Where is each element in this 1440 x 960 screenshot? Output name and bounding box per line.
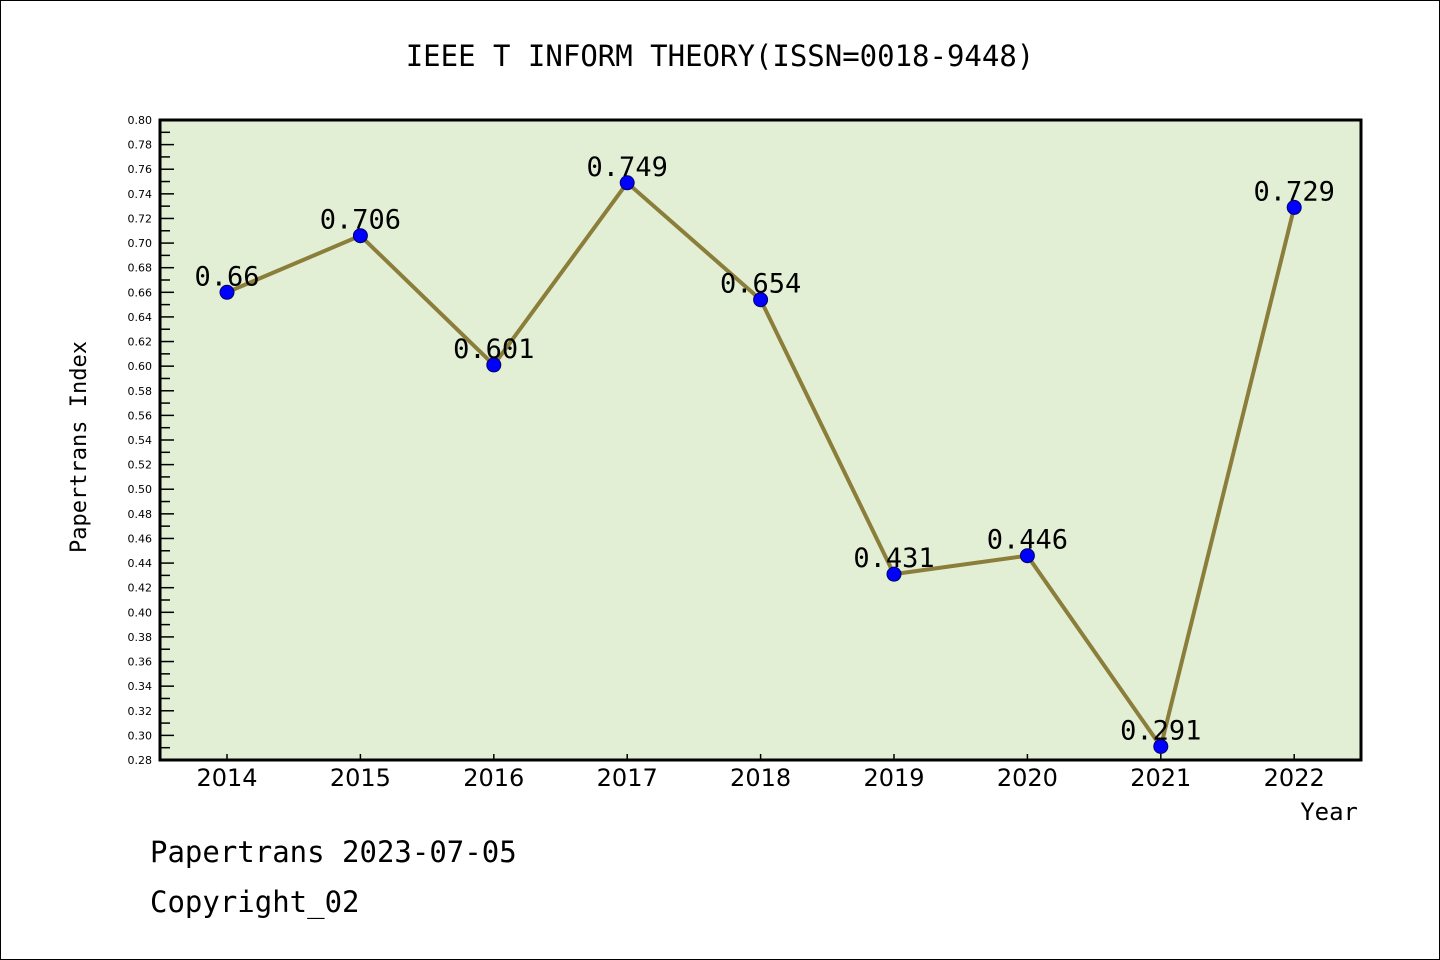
y-tick-label: 0.38 — [128, 631, 153, 644]
x-tick-label: 2019 — [863, 764, 924, 792]
data-label: 0.446 — [987, 525, 1068, 556]
y-tick-label: 0.28 — [128, 754, 153, 767]
data-point — [352, 228, 368, 244]
y-tick-label: 0.64 — [128, 311, 153, 324]
y-tick-label: 0.52 — [128, 459, 153, 472]
y-tick-label: 0.32 — [128, 705, 153, 718]
y-tick-label: 0.70 — [128, 237, 153, 250]
footer-copyright: Copyright_02 — [150, 885, 360, 919]
y-tick-label: 0.72 — [128, 212, 153, 225]
x-tick-label: 2014 — [196, 764, 257, 792]
x-tick-label: 2022 — [1264, 764, 1325, 792]
x-tick-label: 2018 — [730, 764, 791, 792]
y-tick-label: 0.76 — [128, 163, 153, 176]
x-tick-label: 2020 — [997, 764, 1058, 792]
y-tick-label: 0.40 — [128, 606, 153, 619]
data-label: 0.749 — [587, 152, 668, 183]
plot-area — [158, 118, 1363, 762]
data-label: 0.431 — [853, 543, 934, 574]
y-tick-label: 0.42 — [128, 582, 153, 595]
y-tick-label: 0.68 — [128, 262, 153, 275]
y-tick-label: 0.44 — [128, 557, 153, 570]
data-point — [753, 292, 769, 308]
y-tick-label: 0.36 — [128, 656, 153, 669]
data-label: 0.66 — [194, 261, 259, 292]
data-point — [886, 566, 902, 582]
y-tick-label: 0.54 — [128, 434, 153, 447]
y-tick-label: 0.78 — [128, 139, 153, 152]
data-point — [219, 284, 235, 300]
x-tick-label: 2021 — [1130, 764, 1191, 792]
y-tick-label: 0.30 — [128, 729, 153, 742]
x-tick-label: 2015 — [330, 764, 391, 792]
chart-title: IEEE T INFORM THEORY(ISSN=0018-9448) — [406, 39, 1035, 73]
y-tick-label: 0.56 — [128, 409, 153, 422]
x-axis-label: Year — [1300, 798, 1358, 826]
data-point — [1153, 738, 1169, 754]
data-point — [1286, 199, 1302, 215]
y-tick-label: 0.34 — [128, 680, 153, 693]
x-tick-label: 2016 — [463, 764, 524, 792]
data-label: 0.729 — [1254, 176, 1335, 207]
data-point — [619, 175, 635, 191]
y-tick-label: 0.46 — [128, 532, 153, 545]
y-tick-label: 0.62 — [128, 336, 153, 349]
y-axis-label: Papertrans Index — [67, 341, 92, 553]
data-label: 0.654 — [720, 269, 801, 300]
data-point — [1019, 548, 1035, 564]
data-label: 0.601 — [453, 334, 534, 365]
footer-date: Papertrans 2023-07-05 — [150, 835, 517, 869]
x-tick-label: 2017 — [597, 764, 658, 792]
data-point — [486, 357, 502, 373]
y-tick-label: 0.58 — [128, 385, 153, 398]
y-tick-label: 0.80 — [128, 114, 153, 127]
data-label: 0.291 — [1120, 715, 1201, 746]
data-label: 0.706 — [320, 205, 401, 236]
y-tick-label: 0.74 — [128, 188, 153, 201]
y-tick-label: 0.48 — [128, 508, 153, 521]
y-tick-label: 0.60 — [128, 360, 153, 373]
y-tick-label: 0.66 — [128, 286, 153, 299]
y-tick-label: 0.50 — [128, 483, 153, 496]
